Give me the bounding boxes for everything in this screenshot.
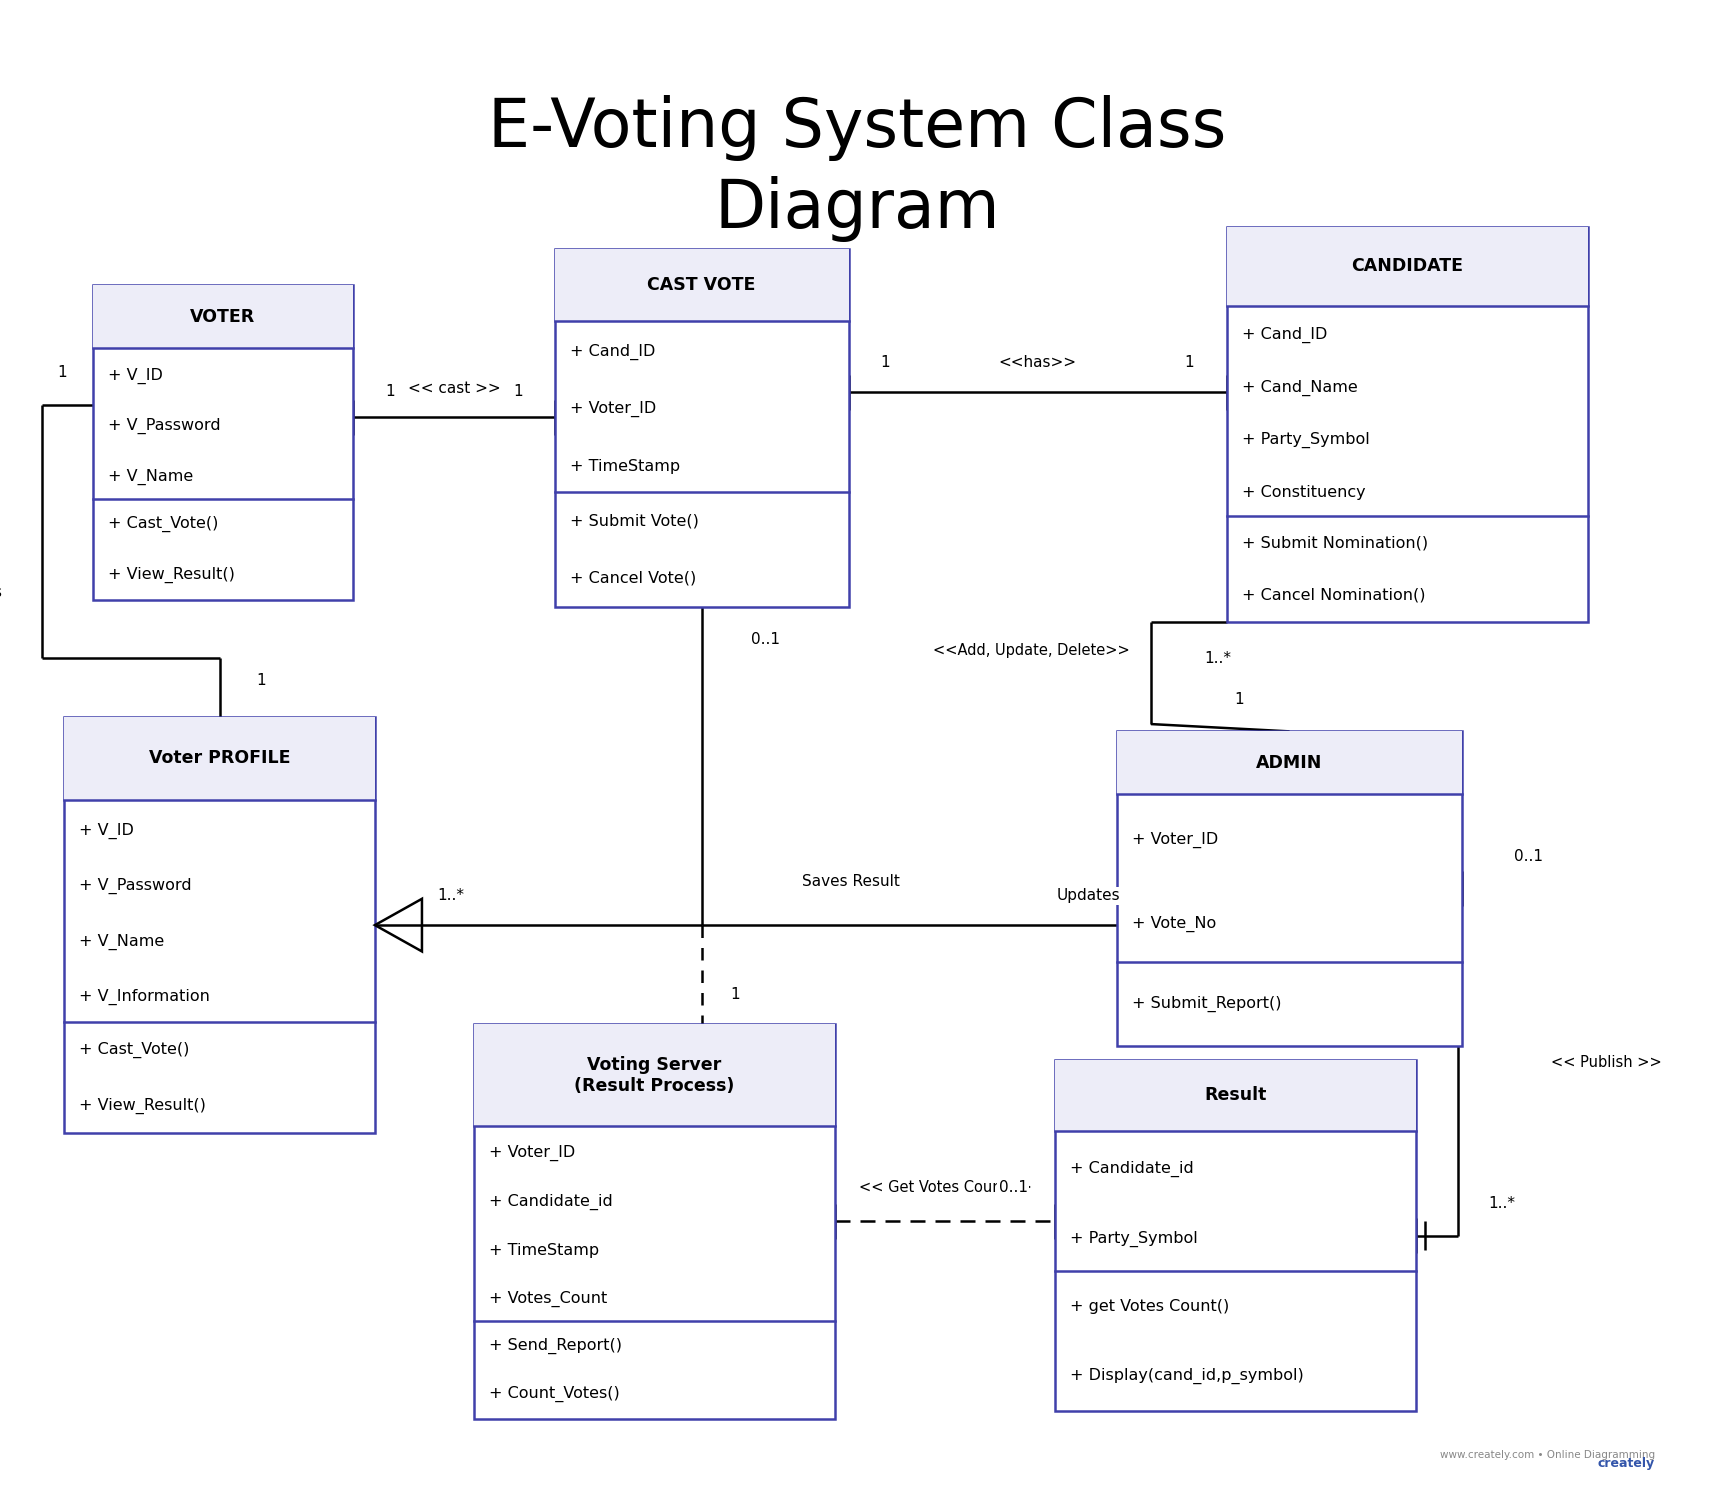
Text: + V_Password: + V_Password [79, 879, 192, 894]
Text: + View_Result(): + View_Result() [108, 567, 235, 583]
Text: + Cand_ID: + Cand_ID [1241, 327, 1327, 343]
Text: ADMIN: ADMIN [1256, 753, 1323, 771]
Text: CAST VOTE: CAST VOTE [648, 276, 756, 294]
Text: 1: 1 [512, 383, 523, 398]
Text: 0..1: 0..1 [751, 631, 780, 646]
Text: + V_Name: + V_Name [79, 934, 165, 950]
Bar [1227, 227, 1587, 306]
Text: 1..*: 1..* [1205, 651, 1232, 665]
Text: + Voter_ID: + Voter_ID [569, 401, 656, 418]
Text: + Submit Vote(): + Submit Vote() [569, 513, 699, 528]
Bar [93, 285, 353, 348]
Text: + V_ID: + V_ID [79, 822, 134, 839]
Text: <<has>>: <<has>> [999, 355, 1076, 370]
Text: + Submit_Report(): + Submit_Report() [1133, 995, 1282, 1012]
Text: + Voter_ID: + Voter_ID [1133, 833, 1219, 849]
Text: + Send_Report(): + Send_Report() [488, 1337, 622, 1353]
Text: + V_Information: + V_Information [79, 989, 211, 1006]
Text: + Party_Symbol: + Party_Symbol [1070, 1231, 1198, 1247]
Text: + TimeStamp: + TimeStamp [488, 1243, 600, 1258]
Text: 1: 1 [1184, 355, 1195, 370]
Bar [63, 716, 375, 800]
Text: 1: 1 [1076, 888, 1085, 903]
Bar [93, 285, 353, 600]
Text: << Publish >>: << Publish >> [1551, 1055, 1661, 1070]
Text: CANDIDATE: CANDIDATE [1351, 258, 1464, 276]
Bar [1227, 227, 1587, 622]
Text: 0..1: 0..1 [999, 1180, 1028, 1195]
Text: www.creately.com • Online Diagramming: www.creately.com • Online Diagramming [1440, 1450, 1654, 1459]
Text: 1: 1 [730, 988, 740, 1003]
Text: 1: 1 [257, 673, 266, 688]
Text: 1..*: 1..* [437, 888, 464, 903]
Text: 1: 1 [58, 366, 67, 380]
Text: + Cand_ID: + Cand_ID [569, 345, 655, 360]
Text: + Constituency: + Constituency [1241, 485, 1366, 500]
Text: << cast >>: << cast >> [408, 380, 500, 395]
Bar [1118, 731, 1462, 794]
Text: + Voter_ID: + Voter_ID [488, 1146, 576, 1161]
Text: E-Voting System Class
Diagram: E-Voting System Class Diagram [488, 94, 1226, 242]
Text: + Candidate_id: + Candidate_id [488, 1194, 614, 1210]
Text: Updates: Updates [1056, 888, 1119, 903]
Text: + get Votes Count(): + get Votes Count() [1070, 1298, 1229, 1313]
Text: + V_Name: + V_Name [108, 468, 194, 485]
Bar [555, 249, 848, 321]
Text: + Cast_Vote(): + Cast_Vote() [79, 1041, 190, 1058]
Bar [555, 249, 848, 607]
Text: Voter PROFILE: Voter PROFILE [149, 749, 290, 767]
Text: Result: Result [1205, 1086, 1267, 1104]
Text: + Vote_No: + Vote_No [1133, 916, 1217, 932]
Bar [1056, 1061, 1416, 1131]
Text: + Votes_Count: + Votes_Count [488, 1291, 607, 1307]
Text: 1: 1 [881, 355, 890, 370]
Text: + Cancel Vote(): + Cancel Vote() [569, 571, 696, 586]
Text: + Count_Votes(): + Count_Votes() [488, 1386, 620, 1402]
Text: 0..1: 0..1 [1515, 849, 1543, 864]
Text: << Get Votes Count>>: << Get Votes Count>> [859, 1180, 1032, 1195]
Text: 1..*: 1..* [872, 1180, 900, 1195]
Text: VOTER: VOTER [190, 307, 255, 325]
Text: + Submit Nomination(): + Submit Nomination() [1241, 536, 1428, 551]
Text: 1: 1 [386, 383, 394, 398]
Text: Saves Result: Saves Result [802, 874, 900, 889]
Text: <<Add, Update, Delete>>: <<Add, Update, Delete>> [932, 643, 1130, 658]
Text: 1: 1 [1234, 692, 1244, 707]
Text: + Cast_Vote(): + Cast_Vote() [108, 516, 218, 533]
Text: + V_ID: + V_ID [108, 369, 163, 383]
Text: creately: creately [1597, 1456, 1654, 1470]
Text: + Display(cand_id,p_symbol): + Display(cand_id,p_symbol) [1070, 1368, 1304, 1385]
Text: Voting Server
(Result Process): Voting Server (Result Process) [574, 1056, 735, 1095]
Bar [475, 1024, 835, 1126]
Bar [1118, 731, 1462, 1046]
Text: 1..*: 1..* [1488, 1197, 1515, 1212]
Text: + Cancel Nomination(): + Cancel Nomination() [1241, 588, 1424, 603]
Text: + V_Password: + V_Password [108, 418, 221, 434]
Text: + TimeStamp: + TimeStamp [569, 460, 680, 474]
Text: + Candidate_id: + Candidate_id [1070, 1161, 1195, 1177]
Text: has: has [0, 585, 2, 600]
Bar [475, 1024, 835, 1419]
Text: + Party_Symbol: + Party_Symbol [1241, 433, 1369, 448]
Bar [63, 716, 375, 1134]
Text: + View_Result(): + View_Result() [79, 1098, 206, 1115]
Bar [1056, 1061, 1416, 1411]
Text: + Cand_Name: + Cand_Name [1241, 379, 1357, 395]
